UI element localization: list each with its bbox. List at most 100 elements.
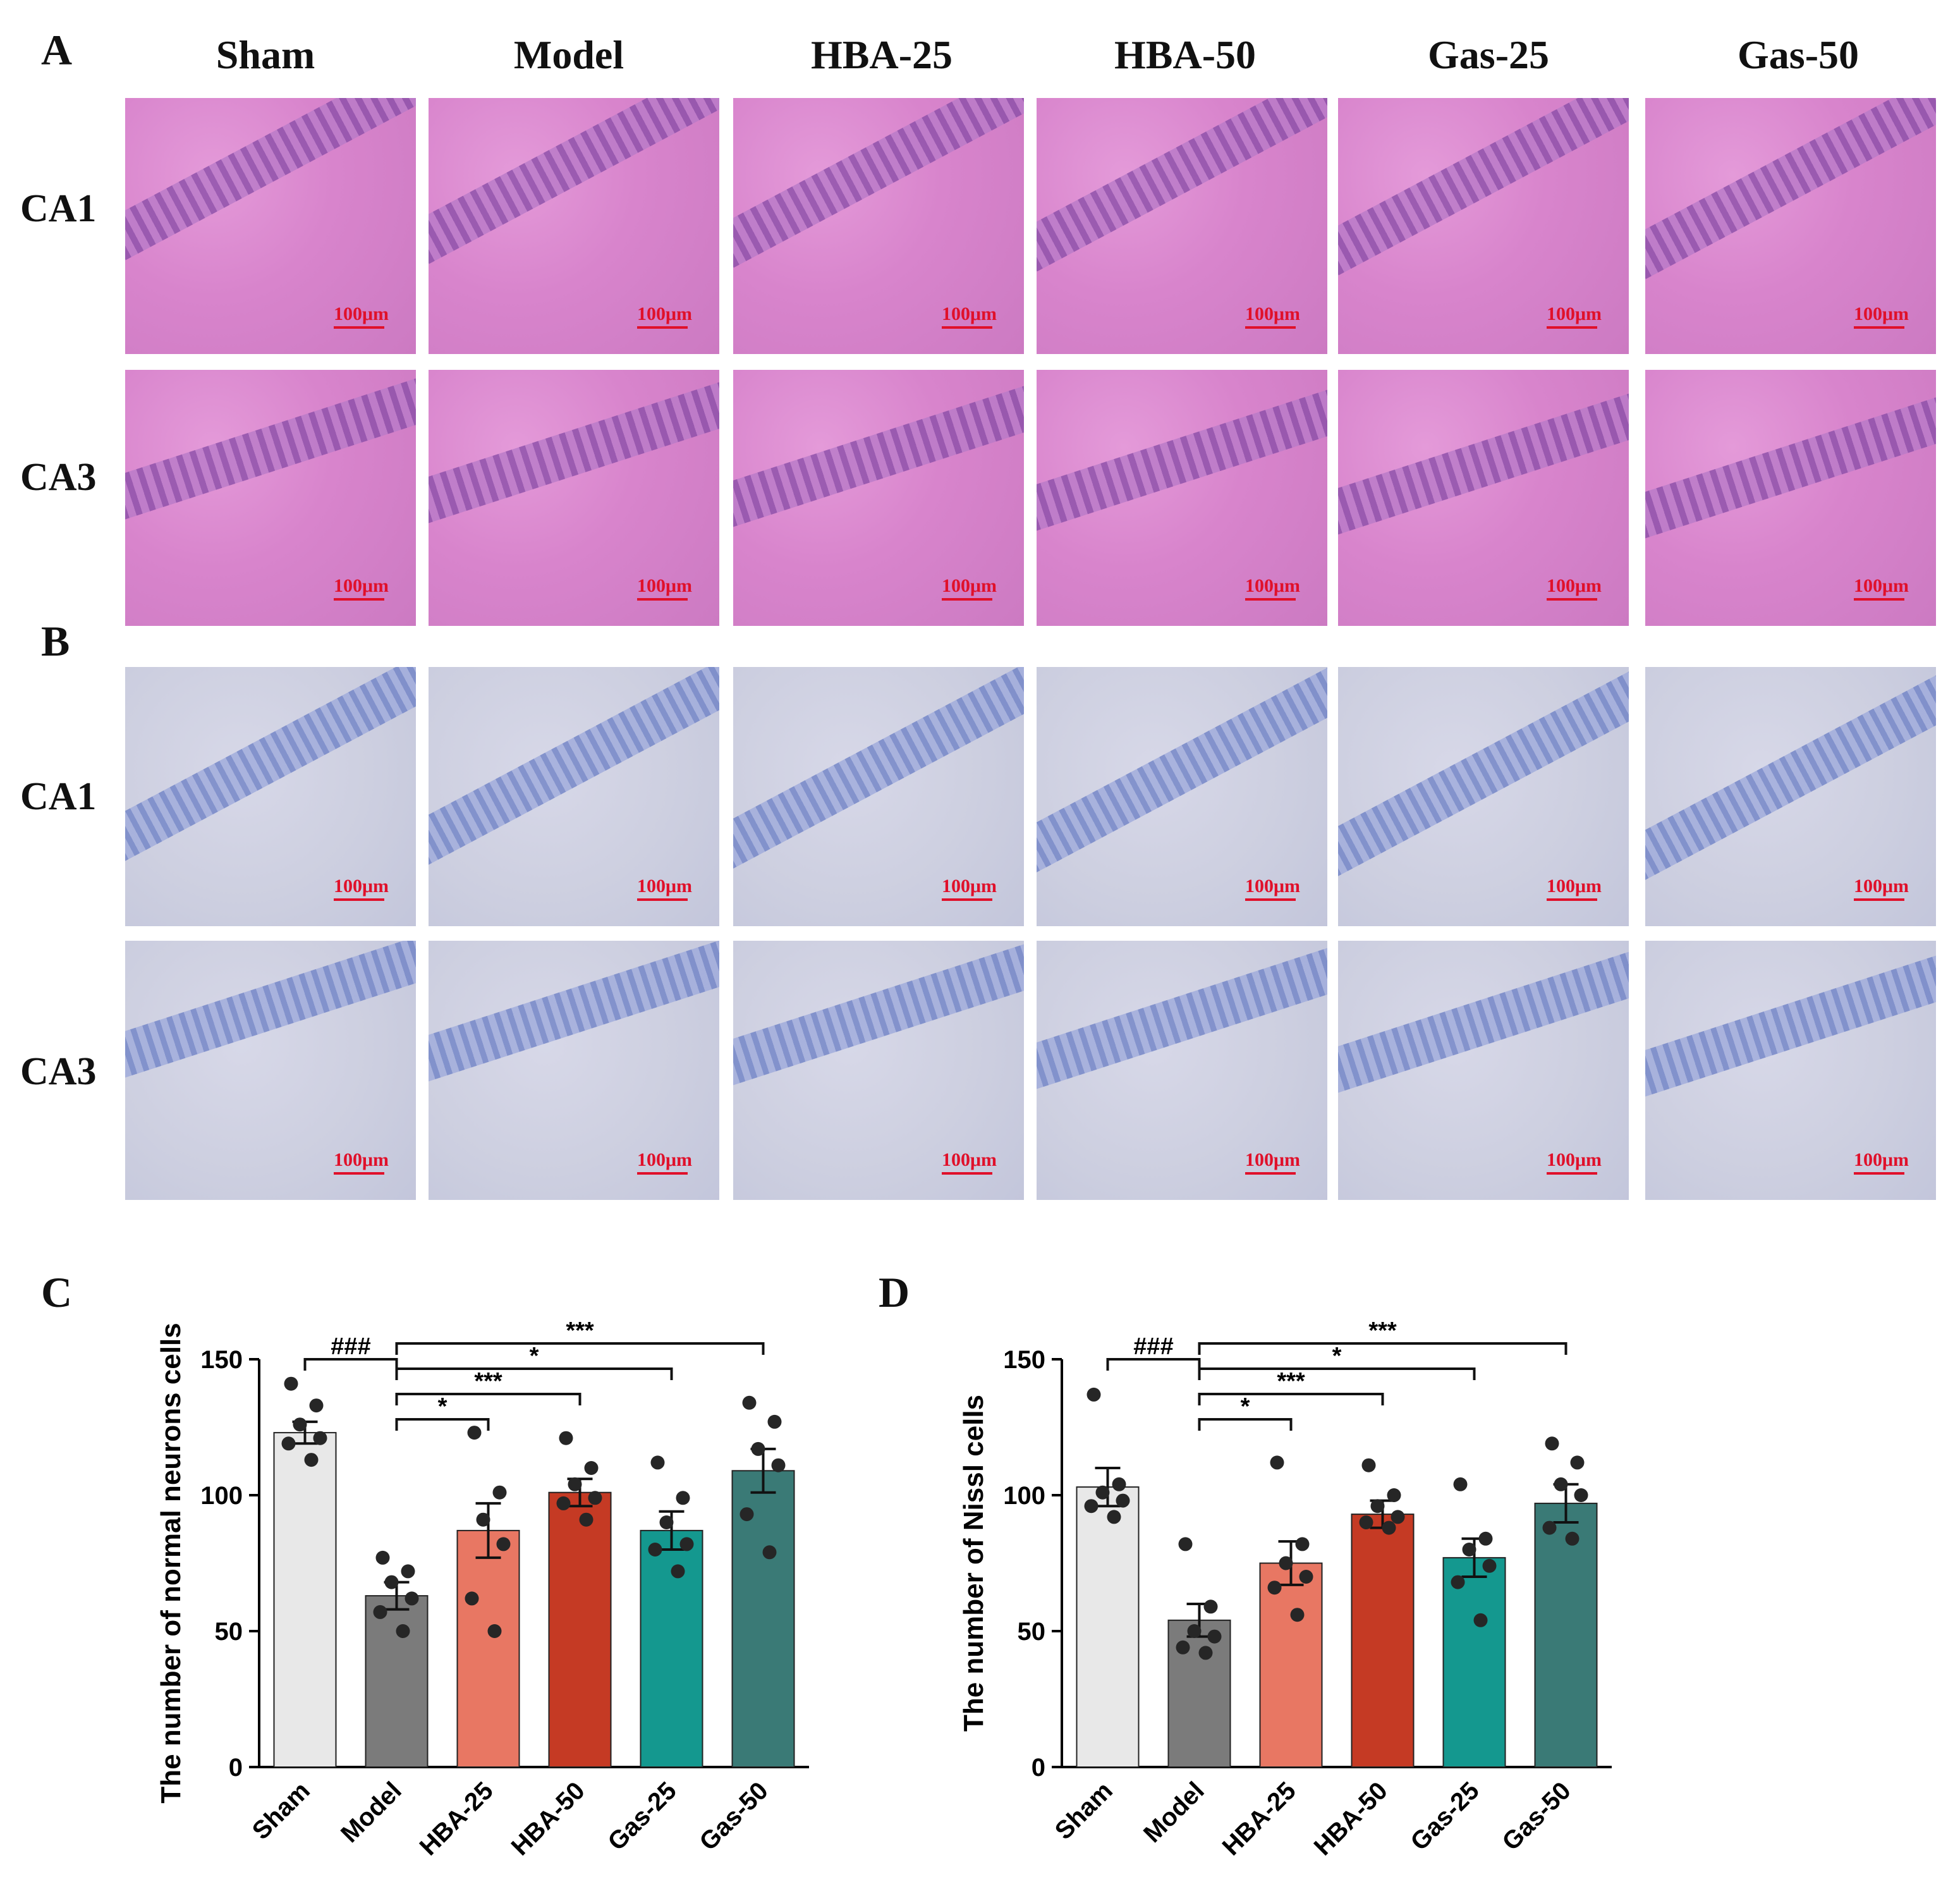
chart-c-x-tick-label-gas25: Gas-25	[602, 1777, 681, 1856]
cell-layer-band	[1338, 98, 1629, 289]
chart-c-x-tick-label-hba25: HBA-25	[415, 1777, 499, 1861]
scale-bar-label: 100μm	[637, 303, 692, 324]
chart-c-point-gas25	[648, 1543, 662, 1557]
chart-c-point-gas25	[671, 1564, 685, 1579]
scale-bar: 100μm	[334, 1149, 389, 1175]
chart-c-bar-gas50	[731, 1470, 795, 1768]
chart-d-y-tick-label: 0	[1032, 1754, 1045, 1782]
chart-c-point-model	[405, 1591, 419, 1606]
chart-c-bar-hba25	[456, 1529, 520, 1768]
chart-c-y-tick-label: 50	[215, 1618, 243, 1646]
chart-d-x-tick-label-gas25: Gas-25	[1405, 1777, 1484, 1856]
scale-bar: 100μm	[1854, 303, 1909, 329]
chart-c-y-axis-label: The number of normal neurons cells	[155, 1323, 186, 1803]
chart-c-point-hba25	[492, 1485, 507, 1500]
scale-bar-label: 100μm	[334, 303, 389, 324]
scale-bar: 100μm	[334, 303, 389, 329]
cell-layer-band	[1338, 941, 1629, 1106]
chart-d-point-gas25	[1482, 1558, 1497, 1573]
chart-c-significance-bracket	[395, 1393, 581, 1405]
chart-d-y-tick-label: 100	[1003, 1482, 1045, 1510]
scale-bar-label: 100μm	[1854, 876, 1909, 896]
row-label-nissl-ca1: CA1	[20, 775, 97, 818]
scale-bar-label: 100μm	[1245, 575, 1300, 596]
cell-layer-band	[1338, 667, 1629, 890]
chart-d-point-gas50	[1545, 1436, 1559, 1451]
chart-d-significance-bracket	[1198, 1393, 1384, 1405]
panel-letter-b: B	[41, 617, 70, 665]
chart-d-point-hba25	[1295, 1537, 1310, 1551]
scale-bar-line	[1245, 1172, 1296, 1175]
chart-c-bar-gas25	[640, 1529, 703, 1768]
chart-c-point-sham	[304, 1453, 319, 1467]
chart-c-point-hba25	[487, 1624, 502, 1638]
scale-bar: 100μm	[1245, 575, 1300, 601]
column-header-gas50: Gas-50	[1738, 32, 1859, 77]
chart-c-point-gas25	[659, 1515, 674, 1529]
chart-d-significance-label: ***	[1277, 1368, 1305, 1395]
micrograph-nissl-ca3-gas50: 100μm	[1645, 941, 1936, 1200]
micrograph-he-ca1-sham: 100μm	[125, 98, 416, 354]
chart-c-significance-label: ***	[566, 1318, 594, 1344]
scale-bar: 100μm	[637, 575, 692, 601]
cell-layer-band	[1037, 667, 1327, 886]
micrograph-he-ca3-hba25: 100μm	[733, 370, 1024, 626]
chart-c-point-gas50	[740, 1507, 754, 1522]
scale-bar-line	[1854, 1172, 1904, 1175]
micrograph-nissl-ca1-gas25: 100μm	[1338, 667, 1629, 926]
chart-d-x-tick-label-sham: Sham	[1050, 1777, 1118, 1845]
scale-bar-label: 100μm	[942, 303, 997, 324]
panel-letter-a: A	[41, 26, 73, 74]
scale-bar: 100μm	[1547, 303, 1602, 329]
chart-c-significance-bracket	[395, 1367, 673, 1380]
micrograph-he-ca1-hba50: 100μm	[1037, 98, 1327, 354]
scale-bar-label: 100μm	[942, 575, 997, 596]
chart-c-point-hba25	[496, 1537, 511, 1551]
cell-layer-band	[733, 667, 1024, 882]
chart-d-point-model	[1203, 1600, 1218, 1614]
chart-d-point-hba50	[1370, 1499, 1385, 1514]
chart-c-point-gas50	[762, 1545, 777, 1560]
cell-layer-band	[429, 667, 719, 878]
cell-layer-band	[1037, 941, 1327, 1103]
chart-d-bar-gas25	[1442, 1557, 1506, 1768]
chart-d-point-hba50	[1359, 1515, 1373, 1529]
micrograph-nissl-ca1-hba25: 100μm	[733, 667, 1024, 926]
chart-d-point-gas50	[1554, 1477, 1568, 1491]
scale-bar: 100μm	[637, 303, 692, 329]
micrograph-he-ca3-model: 100μm	[429, 370, 719, 626]
cell-layer-band	[733, 372, 1024, 541]
chart-d-significance-label: ###	[1133, 1333, 1173, 1360]
chart-d-point-gas50	[1570, 1455, 1585, 1470]
chart-c-point-gas25	[650, 1455, 665, 1470]
scale-bar-label: 100μm	[1245, 1149, 1300, 1170]
chart-d-significance-label: *	[1332, 1343, 1342, 1369]
chart-d-significance-bracket	[1198, 1367, 1476, 1380]
micrograph-nissl-ca3-model: 100μm	[429, 941, 719, 1200]
chart-d-point-sham	[1116, 1493, 1130, 1508]
scale-bar-label: 100μm	[1245, 876, 1300, 896]
chart-d-point-sham	[1095, 1485, 1110, 1500]
chart-c-y-tick-label: 150	[200, 1346, 243, 1374]
scale-bar: 100μm	[637, 876, 692, 901]
chart-c-bar-sham	[273, 1432, 337, 1768]
chart-d-significance-bracket	[1198, 1342, 1567, 1355]
scale-bar-label: 100μm	[942, 1149, 997, 1170]
column-header-sham: Sham	[216, 32, 315, 77]
chart-c-x-tick-label-model: Model	[336, 1777, 407, 1848]
row-label-he-ca3: CA3	[20, 456, 97, 499]
chart-d-point-gas25	[1473, 1613, 1488, 1627]
chart-d-x-tick-label-hba25: HBA-25	[1217, 1777, 1301, 1861]
scale-bar-label: 100μm	[1854, 575, 1909, 596]
chart-c-point-gas50	[771, 1458, 786, 1472]
chart-d-point-sham	[1112, 1477, 1126, 1491]
scale-bar-line	[1854, 326, 1904, 329]
scale-bar-line	[1245, 898, 1296, 901]
cell-layer-band	[1645, 942, 1936, 1110]
chart-d-bar-hba25	[1259, 1562, 1323, 1768]
chart-c-point-hba25	[465, 1591, 479, 1606]
chart-d-point-hba50	[1387, 1488, 1401, 1502]
chart-d-point-gas50	[1542, 1520, 1557, 1535]
chart-c-point-model	[373, 1605, 387, 1619]
micrograph-nissl-ca1-gas50: 100μm	[1645, 667, 1936, 926]
